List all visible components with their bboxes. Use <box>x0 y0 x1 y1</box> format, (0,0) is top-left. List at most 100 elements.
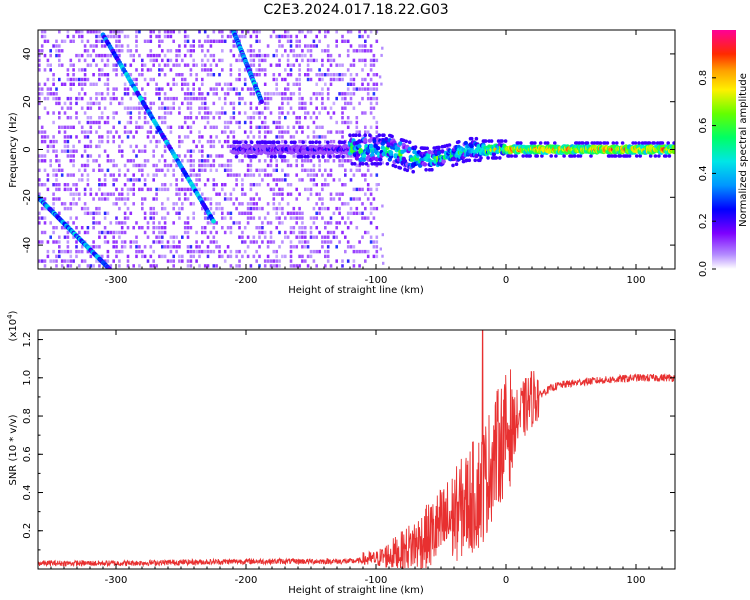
noise-cell <box>335 30 338 34</box>
noise-cell <box>218 254 221 259</box>
main-trace-point <box>368 143 374 149</box>
noise-cell <box>335 259 338 263</box>
noise-cell <box>301 130 304 134</box>
noise-cell <box>155 34 158 39</box>
noise-cell <box>163 30 167 34</box>
noise-cell <box>149 34 153 39</box>
noise-cell <box>306 159 310 163</box>
noise-cell <box>192 96 195 101</box>
noise-cell <box>120 230 124 235</box>
noise-cell <box>221 49 224 53</box>
noise-cell <box>46 77 50 82</box>
noise-cell <box>346 92 350 96</box>
noise-cell <box>261 68 264 72</box>
noise-cell <box>278 259 281 263</box>
noise-cell <box>226 135 230 139</box>
noise-cell <box>40 230 44 235</box>
noise-cell <box>46 58 50 63</box>
noise-cell <box>135 245 138 249</box>
noise-cell <box>72 259 75 263</box>
noise-cell <box>112 259 115 263</box>
noise-cell <box>149 245 153 249</box>
x-tick-label: 0 <box>503 575 509 586</box>
noise-cell <box>106 120 110 125</box>
noise-cell <box>52 96 55 101</box>
noise-cell <box>304 73 307 77</box>
noise-cell <box>358 249 361 254</box>
noise-cell <box>263 106 267 110</box>
noise-cell <box>201 206 204 211</box>
noise-cell <box>335 245 338 249</box>
noise-cell <box>158 116 161 120</box>
noise-cell <box>112 230 115 235</box>
noise-cell <box>95 211 98 215</box>
noise-cell <box>206 34 210 39</box>
noise-cell <box>209 139 213 144</box>
noise-cell <box>60 63 64 67</box>
noise-cell <box>181 101 184 106</box>
noise-cell <box>344 202 347 206</box>
noise-cell <box>143 163 147 168</box>
noise-cell <box>118 221 121 225</box>
noise-cell <box>221 68 224 72</box>
noise-cell <box>229 73 233 77</box>
spectrogram-x-ticks: -300 -200 -100 0 100 <box>50 30 676 286</box>
noise-cell <box>149 211 153 215</box>
noise-cell <box>355 163 359 168</box>
main-trace-point <box>374 157 380 162</box>
main-trace-point <box>361 157 367 162</box>
noise-cell <box>132 264 135 268</box>
noise-cell <box>95 63 98 67</box>
noise-cell <box>315 116 318 120</box>
noise-cell <box>98 101 101 106</box>
noise-cell <box>212 240 216 244</box>
noise-cell <box>306 135 310 139</box>
noise-cell <box>298 44 301 48</box>
noise-cell <box>278 264 281 268</box>
noise-cell <box>123 211 127 215</box>
noise-cell <box>375 235 379 239</box>
noise-cell <box>95 82 98 86</box>
noise-cell <box>332 230 336 235</box>
noise-cell <box>89 264 93 268</box>
noise-cell <box>278 58 281 63</box>
noise-cell <box>86 130 90 134</box>
noise-cell <box>235 178 238 182</box>
noise-cell <box>123 130 127 134</box>
noise-cell <box>135 130 138 134</box>
noise-cell <box>155 168 158 172</box>
noise-cell <box>58 58 61 63</box>
noise-cell <box>183 230 187 235</box>
noise-cell <box>258 111 261 115</box>
noise-cell <box>243 192 247 196</box>
noise-cell <box>78 53 81 58</box>
noise-cell <box>266 101 270 106</box>
noise-cell <box>346 68 350 72</box>
noise-cell <box>86 77 90 82</box>
noise-cell <box>295 264 298 268</box>
noise-cell <box>309 53 313 58</box>
noise-cell <box>141 202 144 206</box>
noise-cell <box>315 44 318 48</box>
noise-cell <box>158 53 161 58</box>
noise-cell <box>120 30 124 34</box>
main-trace-halo <box>244 140 248 145</box>
noise-cell <box>183 44 187 48</box>
noise-cell <box>66 259 70 263</box>
noise-cell <box>315 96 318 101</box>
noise-cell <box>158 96 161 101</box>
noise-cell <box>83 77 87 82</box>
noise-cell <box>212 30 216 34</box>
noise-cell <box>366 92 370 96</box>
noise-cell <box>289 216 293 220</box>
noise-cell <box>281 135 284 139</box>
noise-cell <box>138 163 141 168</box>
noise-cell <box>232 173 236 177</box>
noise-cell <box>249 173 253 177</box>
noise-cell <box>315 192 318 196</box>
noise-cell <box>163 159 167 163</box>
noise-cell <box>60 259 64 263</box>
noise-cell <box>92 216 95 220</box>
noise-cell <box>161 206 164 211</box>
noise-cell <box>309 249 313 254</box>
